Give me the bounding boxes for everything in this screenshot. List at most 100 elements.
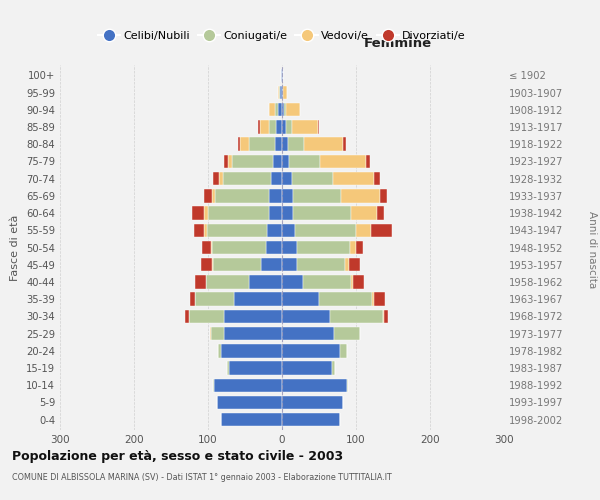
Bar xyxy=(288,138,304,151)
Bar xyxy=(214,378,282,392)
Bar xyxy=(295,224,356,237)
Bar xyxy=(282,86,283,100)
Text: Femmine: Femmine xyxy=(364,38,431,51)
Bar xyxy=(374,292,385,306)
Bar xyxy=(210,327,211,340)
Bar xyxy=(286,103,300,117)
Bar xyxy=(377,206,384,220)
Bar xyxy=(282,154,289,168)
Bar xyxy=(282,172,292,186)
Bar xyxy=(282,310,330,323)
Bar xyxy=(282,362,332,374)
Legend: Celibi/Nubili, Coniugati/e, Vedovi/e, Divorziati/e: Celibi/Nubili, Coniugati/e, Vedovi/e, Di… xyxy=(94,27,470,46)
Bar xyxy=(276,120,282,134)
Bar xyxy=(380,189,387,202)
Bar xyxy=(271,172,282,186)
Y-axis label: Fasce di età: Fasce di età xyxy=(10,214,20,280)
Bar xyxy=(200,258,212,272)
Bar xyxy=(278,103,282,117)
Bar xyxy=(269,103,275,117)
Bar xyxy=(275,138,282,151)
Bar xyxy=(215,189,269,202)
Bar xyxy=(240,138,249,151)
Bar xyxy=(267,224,282,237)
Bar xyxy=(259,120,260,134)
Bar xyxy=(350,241,356,254)
Bar xyxy=(282,275,303,288)
Bar xyxy=(367,154,370,168)
Bar xyxy=(211,241,212,254)
Bar xyxy=(282,344,340,358)
Bar xyxy=(374,172,380,186)
Bar xyxy=(269,189,282,202)
Bar xyxy=(221,344,282,358)
Bar xyxy=(356,241,364,254)
Bar xyxy=(266,241,282,254)
Bar xyxy=(343,138,346,151)
Bar xyxy=(278,86,279,100)
Bar xyxy=(286,120,292,134)
Bar xyxy=(217,396,282,409)
Bar xyxy=(289,154,320,168)
Bar xyxy=(372,292,374,306)
Bar xyxy=(279,86,280,100)
Bar xyxy=(185,310,189,323)
Bar xyxy=(371,224,392,237)
Bar xyxy=(212,189,215,202)
Bar xyxy=(345,258,349,272)
Bar xyxy=(349,258,360,272)
Bar xyxy=(347,378,348,392)
Bar xyxy=(204,206,208,220)
Bar xyxy=(196,292,234,306)
Bar xyxy=(218,344,221,358)
Bar xyxy=(340,344,347,358)
Bar xyxy=(212,241,266,254)
Bar xyxy=(282,103,284,117)
Bar xyxy=(260,120,269,134)
Bar xyxy=(320,154,367,168)
Bar xyxy=(280,86,282,100)
Bar xyxy=(334,327,360,340)
Bar xyxy=(282,413,340,426)
Bar xyxy=(284,103,286,117)
Bar xyxy=(227,362,229,374)
Bar xyxy=(232,154,273,168)
Bar xyxy=(202,241,211,254)
Bar xyxy=(206,275,249,288)
Bar xyxy=(282,241,297,254)
Bar xyxy=(282,68,283,82)
Bar xyxy=(249,138,275,151)
Bar xyxy=(238,138,240,151)
Bar xyxy=(206,224,267,237)
Bar xyxy=(213,378,214,392)
Bar xyxy=(341,189,380,202)
Bar xyxy=(282,138,288,151)
Bar xyxy=(282,292,319,306)
Text: Popolazione per età, sesso e stato civile - 2003: Popolazione per età, sesso e stato civil… xyxy=(12,450,343,463)
Bar xyxy=(282,224,295,237)
Bar xyxy=(319,292,372,306)
Bar xyxy=(223,172,271,186)
Bar xyxy=(213,258,261,272)
Bar xyxy=(293,206,351,220)
Bar xyxy=(293,189,341,202)
Bar xyxy=(204,224,206,237)
Bar xyxy=(282,189,293,202)
Bar xyxy=(204,189,212,202)
Bar xyxy=(383,310,384,323)
Bar xyxy=(261,258,282,272)
Bar xyxy=(224,310,282,323)
Bar xyxy=(330,310,383,323)
Bar xyxy=(282,378,347,392)
Bar xyxy=(208,206,269,220)
Bar xyxy=(249,275,282,288)
Bar xyxy=(281,68,282,82)
Bar xyxy=(234,292,282,306)
Bar xyxy=(196,275,206,288)
Bar xyxy=(224,154,228,168)
Bar xyxy=(332,362,335,374)
Bar xyxy=(269,120,276,134)
Bar xyxy=(384,310,388,323)
Bar xyxy=(282,327,334,340)
Bar xyxy=(224,327,282,340)
